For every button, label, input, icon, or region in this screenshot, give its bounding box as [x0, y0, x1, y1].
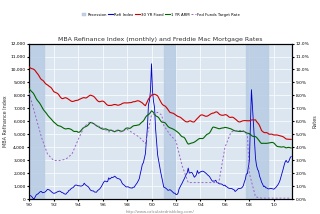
- Text: http://www.calculatedriskblog.com/: http://www.calculatedriskblog.com/: [126, 210, 194, 214]
- Bar: [164, 43, 175, 199]
- Y-axis label: MBA Refinance Index: MBA Refinance Index: [3, 96, 8, 147]
- Bar: [246, 43, 268, 199]
- Bar: [29, 43, 44, 199]
- Y-axis label: Rates: Rates: [312, 115, 317, 128]
- Legend: Recession, Refi Index, 30 YR Fixed, 1 YR ARM, Fed Funds Target Rate: Recession, Refi Index, 30 YR Fixed, 1 YR…: [80, 11, 241, 18]
- Title: MBA Refinance Index (monthly) and Freddie Mac Mortgage Rates: MBA Refinance Index (monthly) and Freddi…: [59, 37, 263, 42]
